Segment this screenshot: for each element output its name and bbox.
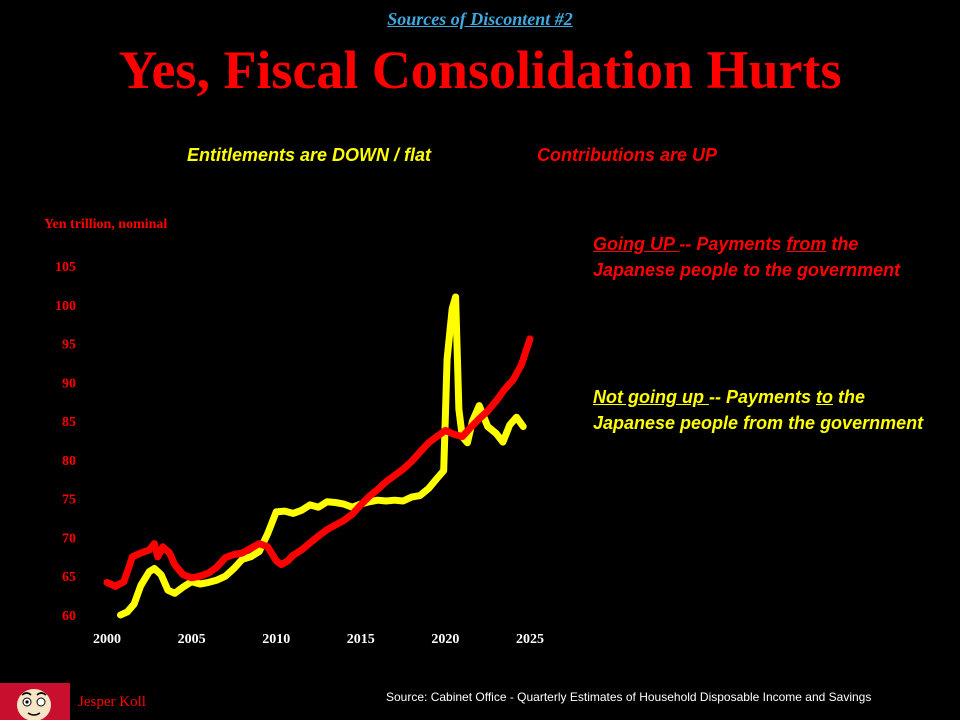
y-tick-label: 100 bbox=[55, 299, 76, 314]
entitlements-note-rest: the Japanese people from the government bbox=[593, 387, 924, 433]
x-tick-label: 2015 bbox=[347, 632, 375, 647]
y-tick-label: 65 bbox=[62, 570, 76, 585]
y-tick-label: 90 bbox=[62, 376, 76, 391]
y-tick-label: 60 bbox=[62, 609, 76, 624]
x-tick-label: 2005 bbox=[178, 632, 206, 647]
contributions-note-text: -- Payments bbox=[679, 234, 787, 254]
contributions-note-rest: the Japanese people to the government bbox=[593, 234, 901, 280]
contributions-note: Going UP -- Payments from the Japanese p… bbox=[593, 231, 933, 283]
y-tick-label: 95 bbox=[62, 338, 76, 353]
y-tick-label: 70 bbox=[62, 531, 76, 546]
x-tick-label: 2025 bbox=[516, 632, 544, 647]
entitlements-heading: Entitlements are DOWN / flat bbox=[187, 145, 432, 165]
contributions-series-line bbox=[103, 335, 534, 590]
y-axis-label: Yen trillion, nominal bbox=[44, 217, 167, 232]
y-tick-label: 75 bbox=[62, 493, 76, 508]
y-tick-label: 85 bbox=[62, 415, 76, 430]
line-chart: Yen trillion, nominal 60 65 70 75 80 85 90 95 10… bbox=[44, 217, 544, 647]
slide-title: Yes, Fiscal Consolidation Hurts bbox=[118, 40, 842, 100]
subtitle-link[interactable]: Sources of Discontent #2 bbox=[387, 9, 573, 29]
source-note: Source: Cabinet Office - Quarterly Estim… bbox=[386, 690, 872, 704]
author-name: Jesper Koll bbox=[78, 694, 146, 710]
entitlements-note-text: -- Payments bbox=[708, 387, 817, 407]
y-tick-label: 105 bbox=[55, 260, 76, 275]
y-tick-label: 80 bbox=[62, 454, 76, 469]
entitlements-note: Not going up -- Payments to the Japanese… bbox=[593, 384, 933, 436]
x-tick-label: 2020 bbox=[431, 632, 459, 647]
x-tick-label: 2000 bbox=[93, 632, 121, 647]
contributions-note-from: from bbox=[786, 234, 827, 254]
x-tick-label: 2010 bbox=[262, 632, 290, 647]
contributions-heading: Contributions are UP bbox=[537, 145, 718, 165]
entitlements-note-to: to bbox=[816, 387, 834, 407]
daruma-logo bbox=[0, 683, 70, 720]
contributions-note-emphasis: Going UP bbox=[593, 234, 680, 254]
entitlements-note-emphasis: Not going up bbox=[593, 387, 709, 407]
